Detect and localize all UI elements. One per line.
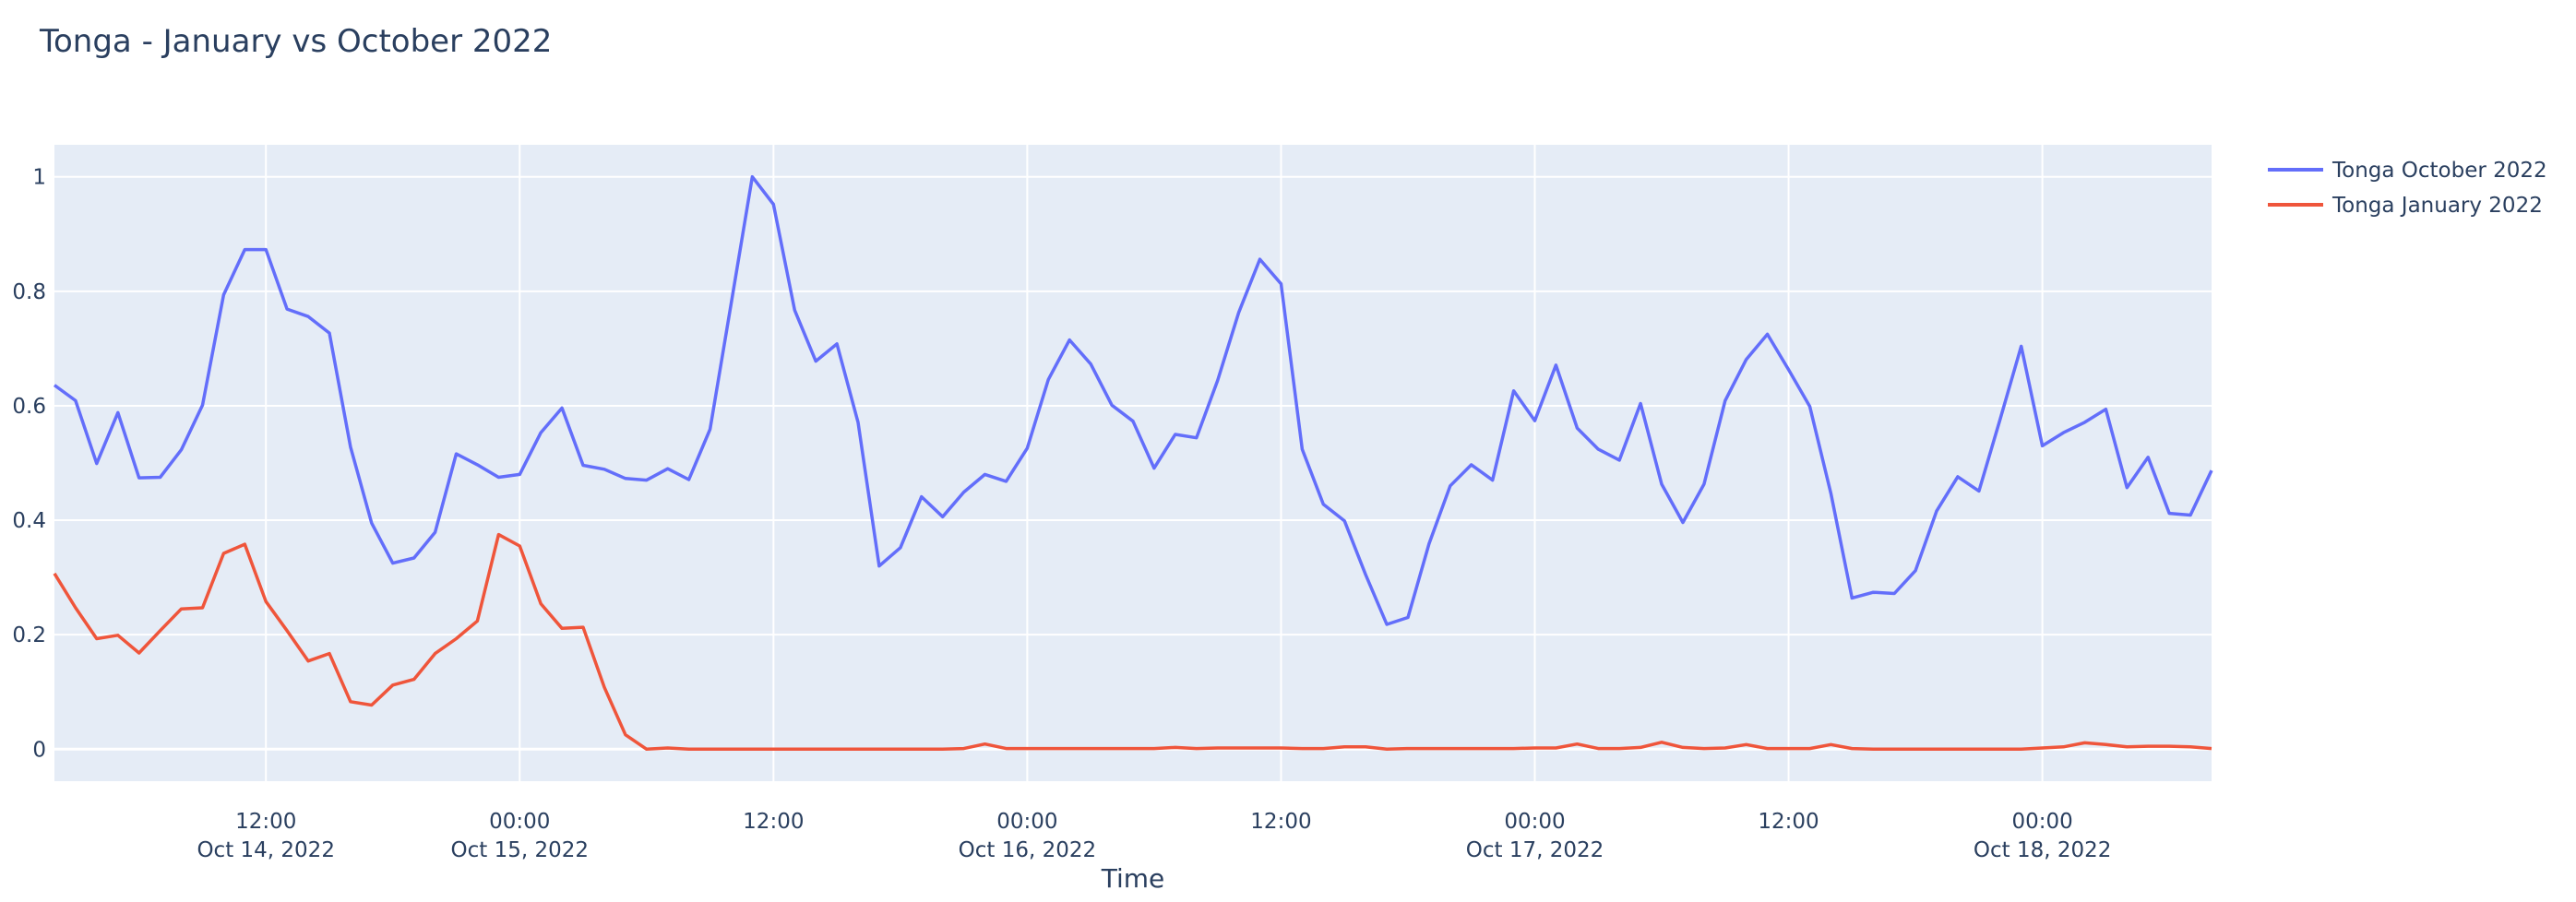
x-tick-label: 12:00 [235,810,296,834]
legend-item-january[interactable]: Tonga January 2022 [2268,194,2543,218]
legend: Tonga October 2022 Tonga January 2022 [2268,159,2547,218]
x-axis-title: Time [1101,863,1165,894]
y-tick-label: 0 [32,738,46,762]
y-tick-label: 0.6 [12,395,46,419]
legend-label-january: Tonga January 2022 [2332,194,2543,218]
y-axis-ticks: 0 0.2 0.4 0.6 0.8 1 [12,166,46,763]
x-tick-date-label: Oct 18, 2022 [1974,838,2112,862]
y-tick-label: 0.2 [12,623,46,647]
x-axis-ticks: 12:00 Oct 14, 2022 00:00 Oct 15, 2022 12:00 0… [197,810,2111,862]
x-tick-label: 12:00 [1250,810,1311,834]
x-tick-date-label: Oct 15, 2022 [451,838,590,862]
plot-area [54,145,2212,781]
legend-label-october: Tonga October 2022 [2332,159,2547,183]
x-tick-date-label: Oct 17, 2022 [1466,838,1604,862]
y-tick-label: 1 [32,166,46,190]
x-tick-label: 00:00 [2011,810,2072,834]
x-tick-label: 00:00 [1504,810,1565,834]
y-tick-label: 0.8 [12,280,46,304]
x-tick-date-label: Oct 16, 2022 [959,838,1097,862]
series-line-october-2022 [53,174,2213,626]
chart-title: Tonga - January vs October 2022 [39,23,552,60]
x-tick-label: 12:00 [1758,810,1819,834]
legend-item-october[interactable]: Tonga October 2022 [2268,159,2547,183]
x-tick-label: 00:00 [489,810,550,834]
x-tick-date-label: Oct 14, 2022 [197,838,335,862]
x-tick-label: 12:00 [743,810,804,834]
x-tick-label: 00:00 [996,810,1057,834]
series-line-january-2022 [53,532,2212,752]
gridlines [54,145,2212,781]
y-tick-label: 0.4 [12,509,46,533]
series-lines [53,174,2213,752]
